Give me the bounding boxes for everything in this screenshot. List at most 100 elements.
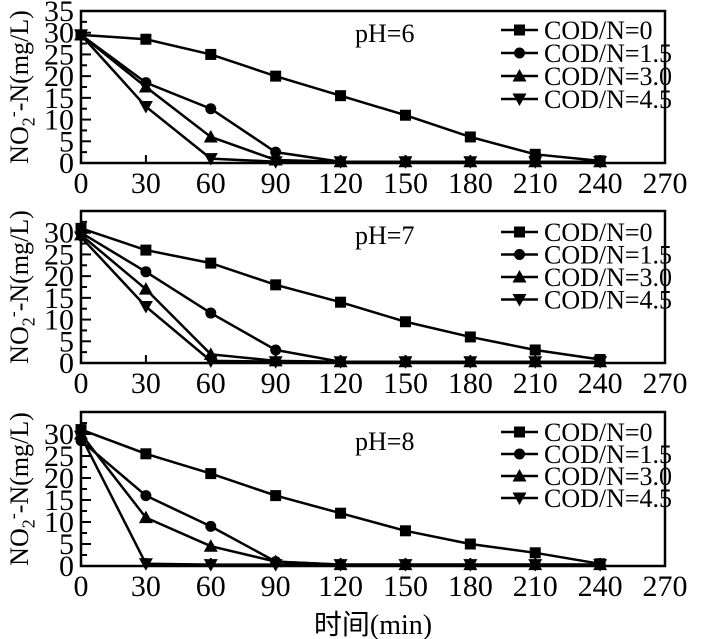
marker-triangle-up — [203, 539, 218, 552]
marker-circle — [140, 266, 152, 278]
y-tick-label: 30 — [44, 217, 74, 250]
y-tick-label: 25 — [44, 440, 74, 473]
marker-triangle-down — [463, 559, 478, 572]
marker-square — [399, 525, 411, 537]
x-tick-label: 240 — [578, 167, 623, 200]
plot-box — [79, 209, 667, 365]
y-tick-label: 5 — [59, 125, 74, 158]
marker-triangle-down — [138, 558, 153, 571]
legend-label: COD/N=3.0 — [544, 462, 672, 491]
legend-marker — [514, 249, 525, 260]
legend-marker — [512, 93, 527, 106]
marker-square — [335, 90, 347, 102]
x-tick-label: 150 — [383, 167, 428, 200]
y-tick-label: 25 — [44, 38, 74, 71]
chart-ph6: 0 30 60 90 120 150 180 210 240 27005101520253035p… — [44, 0, 688, 200]
legend-label: COD/N=0 — [544, 218, 653, 247]
marker-square — [205, 48, 217, 60]
marker-triangle-up — [138, 282, 153, 295]
x-tick-label: 180 — [448, 570, 493, 603]
marker-triangle-down — [593, 156, 608, 169]
y-tick-label: 20 — [44, 60, 74, 93]
y-tick-label: 10 — [44, 304, 74, 337]
marker-triangle-down — [593, 356, 608, 369]
x-tick-label: 60 — [196, 367, 226, 400]
y-axis-label-ph6: NO2--N(mg/L) — [3, 10, 40, 164]
legend-marker — [514, 47, 525, 59]
marker-triangle-down — [528, 356, 543, 369]
legend-marker — [512, 69, 527, 82]
x-tick-label: 180 — [448, 367, 493, 400]
legend-label: COD/N=3.0 — [544, 62, 672, 91]
legend-marker — [514, 24, 525, 36]
ylabel-text: NO — [5, 126, 35, 164]
x-tick-label: 210 — [513, 167, 558, 200]
x-tick-label: 30 — [131, 167, 161, 200]
marker-triangle-down — [74, 430, 88, 444]
x-tick-label: 150 — [383, 570, 428, 603]
legend-marker — [514, 226, 525, 238]
marker-triangle-down — [138, 301, 153, 314]
y-tick-label: 15 — [44, 484, 74, 517]
y-axis-label-ph8: NO2--N(mg/L) — [3, 412, 40, 566]
ylabel-subscript: 2 — [18, 117, 39, 127]
legend-marker — [512, 294, 527, 307]
marker-square — [529, 547, 541, 559]
x-tick-label: 90 — [261, 367, 291, 400]
y-tick-label: 35 — [44, 0, 74, 28]
marker-triangle-down — [398, 156, 413, 169]
marker-triangle-down — [74, 231, 88, 245]
chart-title: pH=7 — [355, 221, 414, 250]
marker-circle — [270, 344, 282, 356]
ylabel-superscript: - — [2, 513, 23, 520]
x-tick-label: 240 — [578, 367, 623, 400]
legend-label: COD/N=1.5 — [544, 440, 672, 469]
chart-title: pH=6 — [355, 19, 414, 48]
marker-triangle-down — [203, 153, 218, 166]
chart-title: pH=8 — [355, 427, 414, 456]
marker-square — [140, 33, 152, 45]
marker-square — [464, 131, 476, 143]
y-tick-label: 10 — [44, 506, 74, 539]
x-tick-label: 120 — [318, 570, 363, 603]
legend-label: COD/N=4.5 — [544, 484, 672, 513]
legend-label: COD/N=4.5 — [544, 85, 672, 114]
y-tick-label: 10 — [44, 104, 74, 137]
x-tick-label: 180 — [448, 167, 493, 200]
y-tick-label: 25 — [44, 238, 74, 271]
marker-square — [140, 448, 152, 460]
marker-square — [529, 148, 541, 160]
marker-circle — [140, 490, 152, 502]
marker-triangle-down — [398, 559, 413, 572]
ylabel-text: -N(mg/L) — [5, 10, 35, 112]
x-tick-label: 30 — [131, 570, 161, 603]
x-tick-label: 30 — [131, 367, 161, 400]
marker-triangle-down — [203, 559, 218, 572]
plot-box — [79, 9, 667, 165]
series-line-cod-n-0 — [80, 227, 601, 361]
legend-label: COD/N=1.5 — [544, 39, 672, 68]
marker-circle — [205, 520, 217, 532]
marker-triangle-down — [398, 356, 413, 369]
ylabel-superscript: - — [2, 111, 23, 118]
x-tick-label: 0 — [74, 167, 89, 200]
marker-square — [270, 279, 282, 291]
legend-marker — [514, 448, 525, 460]
x-axis-label: 时间(min) — [313, 610, 433, 639]
y-tick-label: 0 — [59, 147, 74, 180]
x-tick-label: 210 — [513, 570, 558, 603]
marker-square — [399, 316, 411, 328]
marker-circle — [270, 146, 282, 158]
marker-triangle-down — [268, 156, 283, 169]
marker-triangle-down — [593, 559, 608, 572]
x-tick-label: 60 — [196, 167, 226, 200]
x-tick-label: 0 — [74, 570, 89, 603]
marker-square — [529, 344, 541, 356]
x-tick-label: 240 — [578, 570, 623, 603]
x-tick-label: 120 — [318, 167, 363, 200]
marker-square — [335, 296, 347, 308]
x-tick-label: 210 — [513, 367, 558, 400]
legend-marker — [512, 270, 527, 283]
marker-square — [464, 331, 476, 343]
